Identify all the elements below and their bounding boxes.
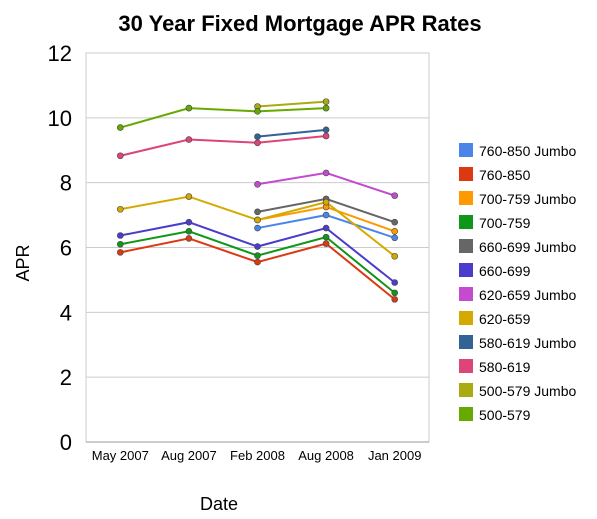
data-point-1-4 [391,296,399,303]
data-point-6-3 [322,169,330,177]
y-tick-label: 6 [60,236,72,261]
data-point-11-2 [254,108,261,115]
chart-title: 30 Year Fixed Mortgage APR Rates [118,11,481,36]
series-line-6 [257,171,396,197]
y-tick-label: 10 [48,106,72,131]
y-axis-label: APR [13,244,33,281]
data-point-8-3 [322,126,330,134]
data-point-0-2 [254,224,261,232]
series-line-8 [257,128,327,138]
series-line-9 [120,134,327,157]
legend-swatch [459,167,473,181]
data-point-1-2 [254,258,261,266]
y-tick-label: 0 [60,430,72,455]
data-point-1-1 [185,235,193,242]
legend-label: 580-619 Jumbo [479,335,577,351]
data-point-7-4 [391,252,399,260]
data-point-9-0 [117,152,124,160]
legend-label: 500-579 Jumbo [479,383,577,399]
legend-label: 760-850 Jumbo [479,143,577,159]
data-point-3-1 [185,227,193,235]
y-tick-label: 8 [60,171,72,196]
legend-swatch [459,239,473,253]
data-point-3-4 [391,289,399,297]
data-point-2-4 [391,227,399,235]
x-tick-label: Aug 2008 [298,448,354,463]
series-line-11 [120,107,327,129]
data-point-7-3 [322,198,330,206]
legend-swatch [459,383,473,397]
plot-area [85,52,430,443]
data-point-5-2 [254,243,261,250]
data-point-10-3 [322,98,330,105]
legend-swatch [459,143,473,157]
legend-label: 620-659 [479,311,531,327]
legend-label: 660-699 Jumbo [479,239,577,255]
data-point-0-3 [322,211,330,219]
data-point-5-4 [391,279,399,286]
data-point-9-1 [185,136,193,143]
y-tick-label: 12 [48,41,72,66]
data-point-4-4 [391,218,399,226]
data-point-3-0 [117,240,124,248]
legend-swatch [459,263,473,277]
y-tick-label: 2 [60,365,72,390]
data-point-11-3 [322,104,330,112]
data-point-7-2 [254,216,261,224]
legend-label: 700-759 [479,215,531,231]
data-point-5-0 [117,232,124,239]
legend-label: 500-579 [479,407,531,423]
x-tick-label: May 2007 [92,448,149,463]
legend-swatch [459,191,473,205]
legend-swatch [459,335,473,349]
data-point-6-4 [391,192,399,199]
x-tick-label: Aug 2007 [161,448,217,463]
data-point-9-3 [322,132,330,140]
x-tick-label: Jan 2009 [368,448,422,463]
data-point-11-1 [185,104,193,112]
legend-label: 580-619 [479,359,531,375]
series-lines [120,100,396,301]
legend-label: 760-850 [479,167,531,183]
data-point-3-3 [322,233,330,241]
data-point-4-2 [254,208,261,216]
legend-swatch [459,215,473,229]
y-axis-ticks: 0 2 4 6 8 10 12 [48,41,72,455]
legend-label: 620-659 Jumbo [479,287,577,303]
data-point-3-2 [254,252,261,259]
data-point-11-0 [117,124,124,131]
data-point-7-1 [185,193,193,200]
legend: 760-850 Jumbo 760-850 700-759 Jumbo 700-759… [459,143,577,423]
legend-swatch [459,407,473,421]
data-point-9-2 [254,139,261,147]
legend-swatch [459,359,473,373]
data-point-1-0 [117,249,124,256]
legend-label: 700-759 Jumbo [479,191,577,207]
data-point-0-4 [391,234,399,242]
series-points [117,98,399,303]
data-point-8-2 [254,133,261,140]
x-axis-label: Date [200,494,238,514]
x-tick-label: Feb 2008 [230,448,285,463]
y-tick-label: 4 [60,300,72,325]
data-point-5-3 [322,224,330,232]
legend-label: 660-699 [479,263,531,279]
data-point-6-2 [254,180,261,188]
data-point-7-0 [117,205,124,213]
data-point-5-1 [185,218,193,226]
data-point-1-3 [322,240,330,247]
x-axis-ticks: May 2007 Aug 2007 Feb 2008 Aug 2008 Jan 2009 [92,448,422,463]
series-line-10 [257,100,327,108]
legend-swatch [459,287,473,301]
legend-swatch [459,311,473,325]
